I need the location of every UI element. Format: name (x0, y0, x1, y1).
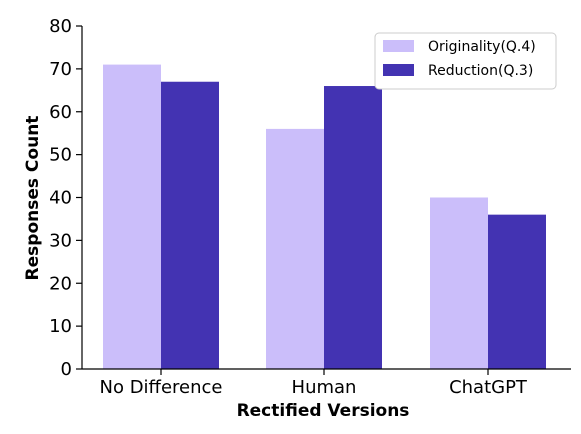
legend-label-reduction: Reduction(Q.3) (428, 63, 533, 79)
y-tick-label-0: 0 (61, 359, 72, 380)
x-tick-label-2: ChatGPT (449, 377, 528, 398)
y-tick-label-2: 20 (49, 273, 72, 294)
legend: Originality(Q.4) Reduction(Q.3) (374, 32, 557, 90)
legend-swatch-reduction (383, 64, 414, 76)
legend-label-originality: Originality(Q.4) (428, 39, 536, 55)
bar-series-1-category-2 (488, 214, 546, 369)
y-tick-label-6: 60 (49, 102, 72, 123)
legend-frame (374, 32, 557, 90)
y-tick-label-3: 30 (49, 230, 72, 251)
y-axis-ticks: 0 10 20 30 40 50 60 70 80 (49, 16, 82, 380)
bar-series-0-category-2 (430, 197, 488, 369)
bar-series-1-category-1 (324, 86, 382, 370)
bars-layer (103, 64, 546, 370)
bar-series-1-category-0 (161, 81, 219, 370)
y-tick-label-7: 70 (49, 59, 72, 80)
x-tick-label-0: No Difference (100, 377, 223, 398)
y-axis-title: Responses Count (23, 116, 43, 281)
y-tick-label-1: 10 (49, 316, 72, 337)
bar-series-0-category-1 (266, 128, 324, 369)
x-tick-label-1: Human (292, 377, 357, 398)
x-axis-title: Rectified Versions (237, 401, 410, 421)
y-tick-label-8: 80 (49, 16, 72, 37)
bar-series-0-category-0 (103, 64, 161, 370)
y-tick-label-4: 40 (49, 188, 72, 209)
legend-swatch-originality (383, 40, 414, 52)
x-axis-ticks: No Difference Human ChatGPT (100, 369, 528, 398)
y-tick-label-5: 50 (49, 145, 72, 166)
